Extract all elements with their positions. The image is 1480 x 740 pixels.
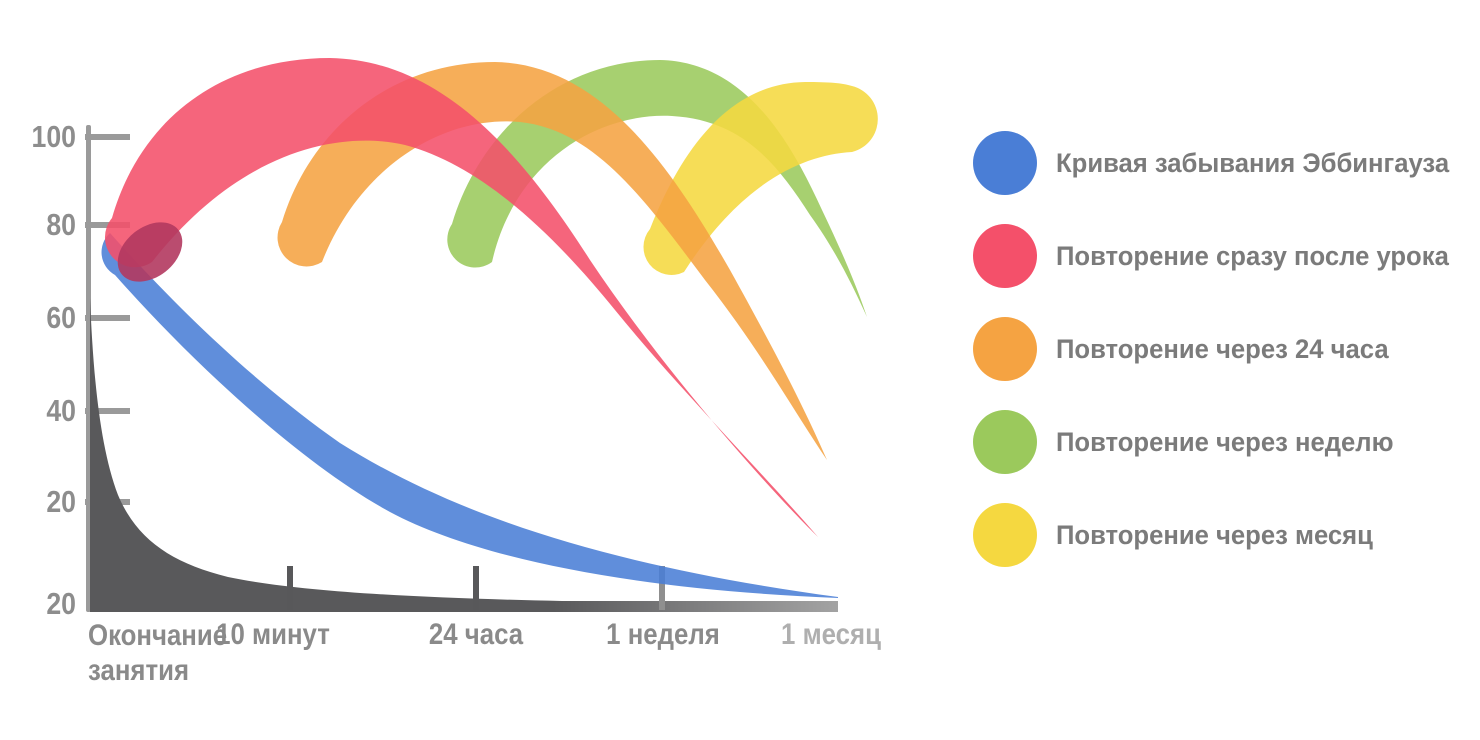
y-axis-label-100: 100 [31,119,76,154]
legend-item-after-week: Повторение через неделю [973,410,1470,474]
legend-label-ebbinghaus: Кривая забывания Эббингауза [1056,147,1450,178]
legend-item-after-month: Повторение через месяц [973,503,1470,567]
x-axis-label-1-month: 1 месяц [781,618,881,651]
y-axis-label-80: 80 [46,207,76,242]
x-tick-1-week [659,566,665,610]
x-axis-label-1-week: 1 неделя [606,618,720,651]
legend-item-after-lesson: Повторение сразу после урока [973,224,1470,288]
x-tick-10-minutes [287,566,293,610]
x-axis-label-lesson-end: Окончание занятия [88,619,228,687]
x-tick-24-hours [473,566,479,610]
y-axis-line [86,125,91,612]
x-axis-label-24-hours: 24 часа [428,618,524,651]
curve-repeat-after-lesson [104,58,818,537]
curves-start-overlap-blob [117,222,183,282]
legend-label-after-lesson: Повторение сразу после урока [1056,240,1449,271]
y-axis-label-20: 20 [46,484,76,519]
legend-label-after-24h: Повторение через 24 часа [1056,333,1389,364]
legend-item-after-24h: Повторение через 24 часа [973,317,1470,381]
y-tick-40 [85,408,130,414]
legend-label-after-week: Повторение через неделю [1056,426,1394,457]
legend-label-after-month: Повторение через месяц [1056,519,1373,550]
y-tick-60 [85,315,130,321]
y-tick-80 [85,222,130,228]
y-axis-label-60: 60 [46,300,76,335]
x-axis-label-10-minutes: 10 минут [216,618,330,651]
y-tick-100 [85,134,130,140]
curve-repeat-after-24h [277,62,827,460]
legend: Кривая забывания Эббингауза Повторение с… [973,131,1470,567]
y-axis-origin-label: 20 [46,586,76,621]
legend-swatch-orange-icon [973,317,1037,381]
y-axis-label-40: 40 [46,393,76,428]
legend-swatch-blue-icon [973,131,1037,195]
forgetting-decay-area [90,298,838,612]
legend-swatch-yellow-icon [973,503,1037,567]
curve-ebbinghaus-forgetting [101,233,839,598]
legend-item-ebbinghaus: Кривая забывания Эббингауза [973,131,1470,195]
legend-swatch-red-icon [973,224,1037,288]
legend-swatch-green-icon [973,410,1037,474]
